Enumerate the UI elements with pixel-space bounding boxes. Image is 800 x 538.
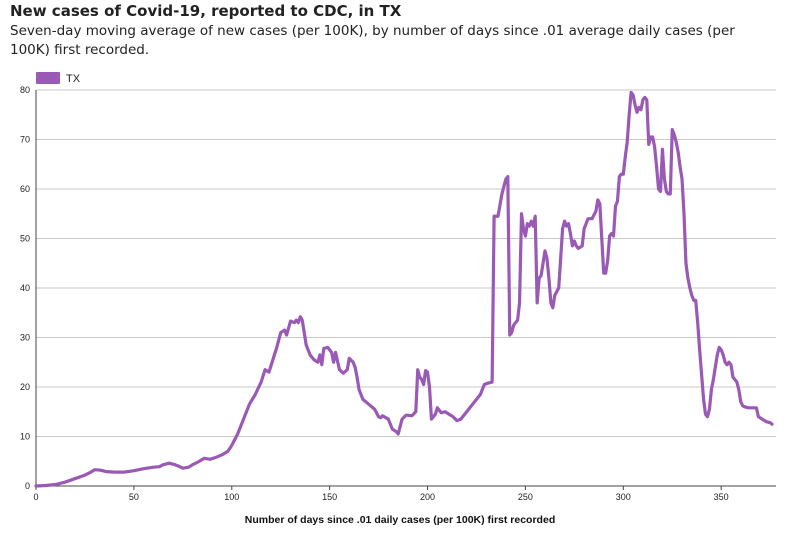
y-tick-label-20: 20 bbox=[20, 382, 30, 392]
x-tick-label-0: 0 bbox=[33, 492, 38, 502]
x-tick-label-50: 50 bbox=[129, 492, 139, 502]
x-tick-label-250: 250 bbox=[518, 492, 533, 502]
x-axis-title: Number of days since .01 daily cases (pe… bbox=[245, 514, 555, 526]
x-tick-label-350: 350 bbox=[714, 492, 729, 502]
x-tick-label-200: 200 bbox=[420, 492, 435, 502]
axes bbox=[35, 90, 776, 490]
y-tick-label-40: 40 bbox=[20, 283, 30, 293]
y-tick-labels: 0 10 20 30 40 50 60 70 80 bbox=[20, 85, 30, 491]
x-tick-labels: 0 50 100 150 200 250 300 350 bbox=[33, 492, 728, 502]
legend-swatch-tx[interactable] bbox=[36, 72, 60, 84]
y-tick-label-10: 10 bbox=[20, 432, 30, 442]
chart-title: New cases of Covid-19, reported to CDC, … bbox=[10, 2, 402, 20]
series-lines bbox=[34, 90, 774, 488]
y-tick-label-70: 70 bbox=[20, 135, 30, 145]
legend-label-tx[interactable]: TX bbox=[66, 73, 81, 85]
chart-subtitle: Seven-day moving average of new cases (p… bbox=[10, 23, 735, 58]
x-tick-label-100: 100 bbox=[224, 492, 239, 502]
y-tick-label-80: 80 bbox=[20, 85, 30, 95]
y-tick-label-30: 30 bbox=[20, 333, 30, 343]
y-tick-label-50: 50 bbox=[20, 234, 30, 244]
y-tick-label-60: 60 bbox=[20, 184, 30, 194]
x-tick-label-150: 150 bbox=[322, 492, 337, 502]
y-tick-label-0: 0 bbox=[25, 481, 30, 491]
legend[interactable]: TX bbox=[36, 72, 81, 85]
series-line-tx bbox=[34, 90, 774, 488]
x-tick-label-300: 300 bbox=[616, 492, 631, 502]
gridlines bbox=[36, 89, 776, 487]
